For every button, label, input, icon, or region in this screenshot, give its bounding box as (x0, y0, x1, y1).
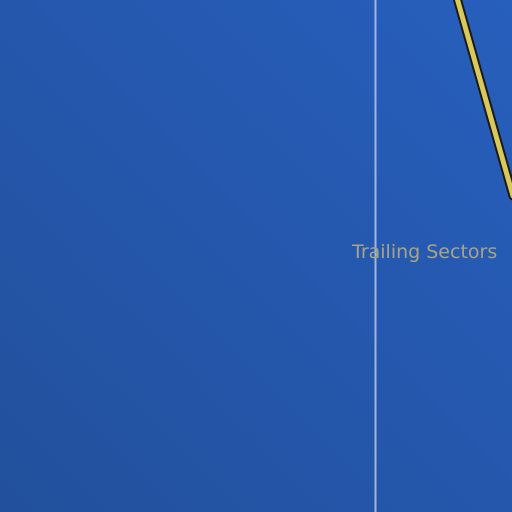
series-line (457, 0, 512, 196)
trailing-sectors-label: Trailing Sectors (351, 241, 497, 263)
series-line-stroke (457, 0, 512, 196)
